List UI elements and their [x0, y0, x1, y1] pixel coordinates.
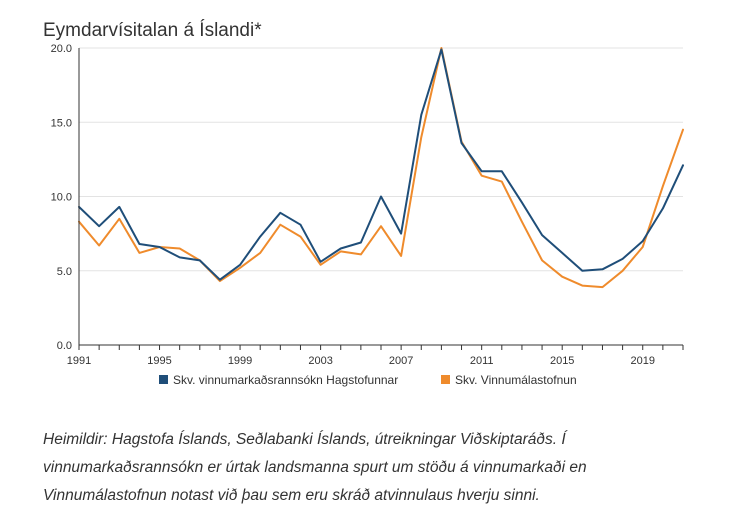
axes: 0.0 5.0 10.0 15.0 20.0 1991 1995 1999 2003 2007 20…	[51, 43, 684, 367]
series-line-vinnumalastofnun	[78, 47, 684, 289]
legend: Skv. vinnumarkaðsrannsókn Hagstofunnar Sk…	[159, 373, 577, 387]
y-tick-label: 5.0	[57, 266, 72, 278]
x-tick-label: 1991	[67, 355, 91, 367]
x-tick-label: 2011	[470, 355, 494, 367]
legend-item-vinnumalastofnun: Skv. Vinnumálastofnun	[455, 373, 577, 387]
source-footnote: Heimildir: Hagstofa Íslands, Seðlabanki …	[43, 431, 587, 504]
y-tick-label: 10.0	[51, 192, 72, 204]
series-line-hagstofan	[78, 48, 684, 281]
y-tick-label: 20.0	[51, 43, 72, 55]
x-tick-label: 2007	[389, 355, 413, 367]
x-tick-label: 1995	[147, 355, 171, 367]
x-tick-label: 2003	[308, 355, 332, 367]
legend-swatch	[441, 375, 450, 384]
x-tick-label: 2019	[630, 355, 654, 367]
x-tick-label: 1999	[228, 355, 252, 367]
y-tick-label: 0.0	[57, 340, 72, 352]
chart-title: Eymdarvísitalan á Íslandi*	[43, 20, 262, 41]
y-tick-label: 15.0	[51, 117, 72, 129]
series-lines	[78, 47, 684, 289]
legend-swatch	[159, 375, 168, 384]
misery-index-chart: Eymdarvísitalan á Íslandi* 0.0 5.0 10.0 15.…	[43, 20, 684, 387]
legend-item-hagstofan: Skv. vinnumarkaðsrannsókn Hagstofunnar	[173, 373, 398, 387]
x-tick-label: 2015	[550, 355, 574, 367]
grid	[79, 47, 683, 272]
